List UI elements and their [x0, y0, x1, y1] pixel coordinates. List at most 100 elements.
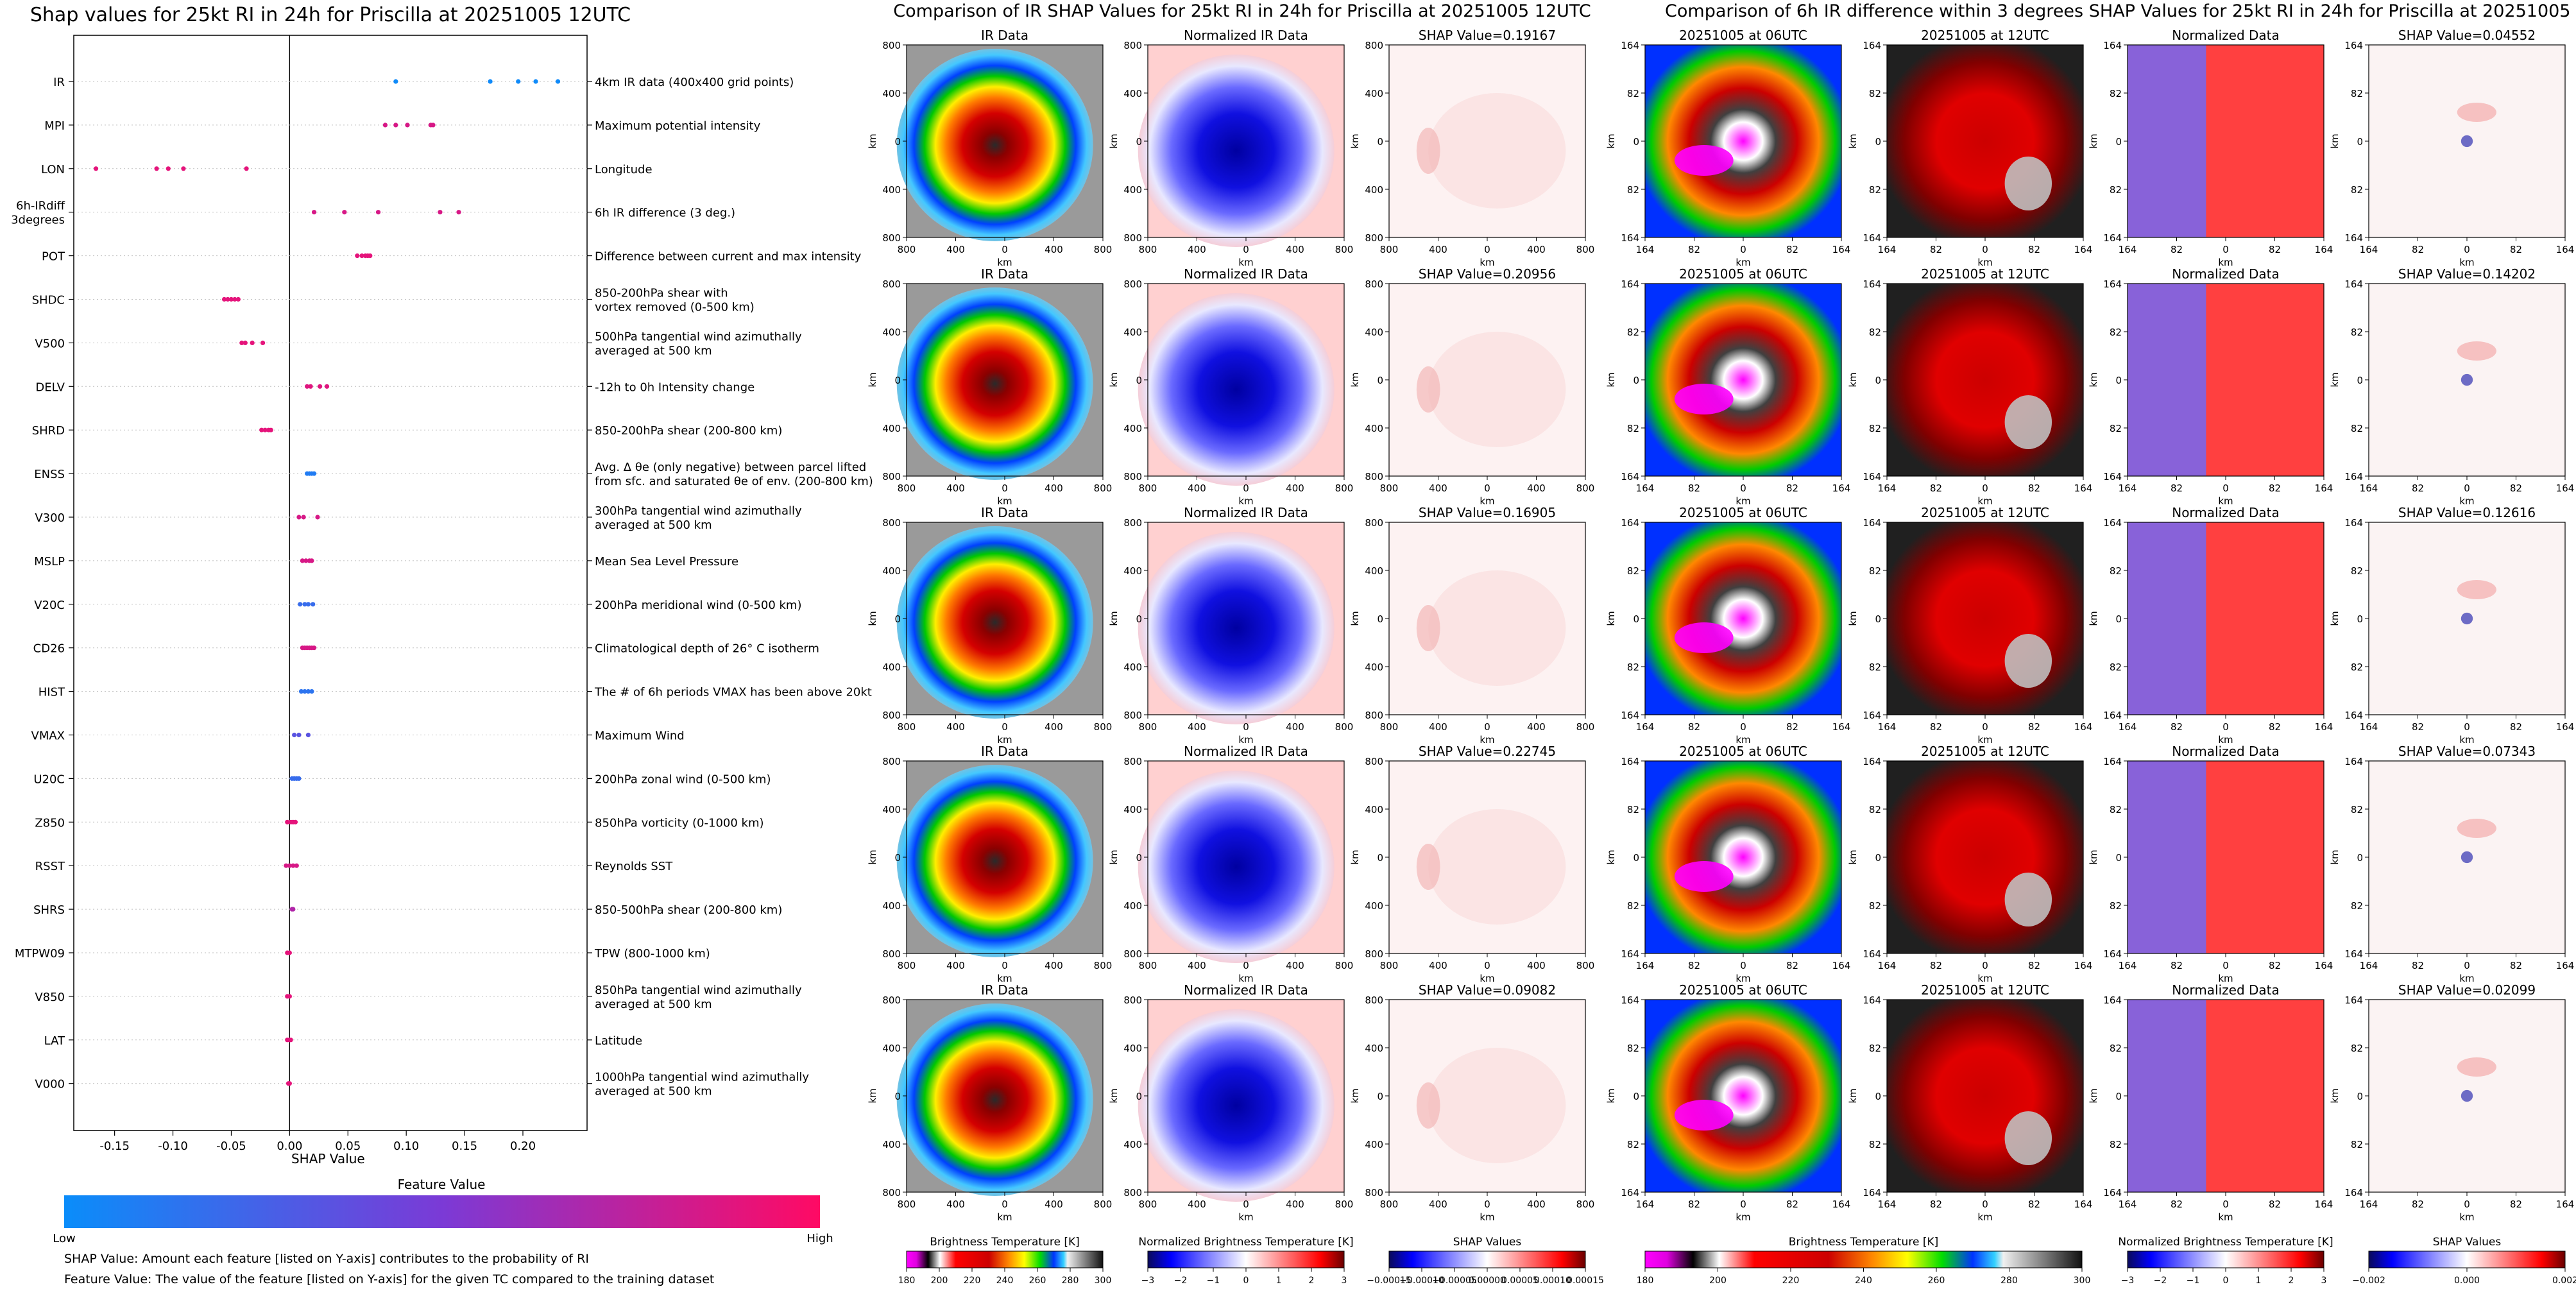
- colorbar-tick-label: 2: [1309, 1276, 1315, 1286]
- ytick-label: 164: [2344, 517, 2363, 529]
- shap-point: [300, 558, 305, 563]
- ytick-label: 400: [1365, 565, 1383, 577]
- ytick-label: 800: [1123, 948, 1142, 960]
- ytick-label: 164: [1863, 1187, 1881, 1199]
- feature-label: ENSS: [34, 468, 65, 481]
- shap-point: [235, 296, 241, 302]
- ytick-label: 164: [2344, 278, 2363, 290]
- xtick-label: 164: [1878, 1199, 1897, 1210]
- ytick-label: 82: [1627, 423, 1639, 434]
- xtick-label: 164: [2315, 960, 2333, 971]
- shap-point: [298, 602, 303, 607]
- xtick-label: 400: [946, 244, 965, 255]
- feature-label: HIST: [38, 686, 65, 699]
- xtick-label: 164: [1878, 482, 1897, 494]
- ytick-label: 0: [1875, 613, 1881, 625]
- feature-description: -12h to 0h Intensity change: [595, 380, 755, 394]
- xtick-label: 800: [1576, 721, 1595, 733]
- y-axis-label: km: [1847, 372, 1859, 387]
- shap-point: [285, 819, 290, 824]
- xtick-label: 0: [2222, 960, 2229, 971]
- ytick-label: 0: [1377, 613, 1383, 625]
- xtick-label: 0: [1484, 1199, 1490, 1210]
- xtick-label: 800: [1576, 482, 1595, 494]
- shap-point: [516, 79, 521, 84]
- feature-description: Maximum potential intensity: [595, 119, 761, 133]
- xtick-label: 82: [1688, 244, 1700, 255]
- shap-value-title: SHAP Value=0.16905: [1419, 505, 1556, 520]
- y-axis-label: km: [1605, 611, 1617, 626]
- ytick-label: 82: [2110, 900, 2122, 912]
- ytick-label: 800: [1365, 710, 1383, 721]
- ytick-label: 82: [2351, 88, 2363, 99]
- xtick-label: 82: [2028, 482, 2040, 494]
- shap-point: [154, 166, 159, 171]
- cold-side: [2128, 284, 2206, 476]
- xtick-label: 82: [1786, 721, 1798, 733]
- xtick-label: 800: [1094, 1199, 1113, 1210]
- xtick-label: 0: [1982, 244, 1988, 255]
- ytick-label: 82: [2351, 804, 2363, 815]
- colorbar-tick-label: −2: [2154, 1276, 2167, 1286]
- xtick-label: 800: [1094, 244, 1113, 255]
- shap-point: [382, 123, 388, 128]
- shap-blob: [2461, 373, 2473, 386]
- ytick-label: 164: [2103, 278, 2122, 290]
- xtick-label: 800: [1380, 1199, 1399, 1210]
- subplot-title: 20251005 at 06UTC: [1679, 505, 1807, 520]
- shap-point: [239, 340, 244, 346]
- colorbar-tick-label: 3: [2321, 1276, 2327, 1286]
- diff-ir-colorbar: [1644, 1251, 2083, 1268]
- xtick-label: 0: [1982, 960, 1988, 971]
- xtick-label: 800: [1380, 482, 1399, 494]
- xtick-label: 400: [1286, 482, 1304, 494]
- subplot-title: 20251005 at 12UTC: [1921, 744, 2049, 759]
- shap-point: [305, 602, 311, 607]
- ytick-label: 0: [1875, 852, 1881, 864]
- ytick-label: 0: [1875, 136, 1881, 148]
- storm-cloud: [1138, 55, 1335, 247]
- ytick-label: 164: [2344, 232, 2363, 244]
- xtick-label: 400: [1429, 1199, 1447, 1210]
- xtick-label: 82: [1688, 482, 1700, 494]
- ytick-label: 82: [2110, 662, 2122, 673]
- colorbar-tick-label: 0: [2223, 1276, 2229, 1286]
- shap-point: [260, 340, 266, 346]
- shap-blob: [1416, 128, 1440, 174]
- xtick-label: 0: [2464, 960, 2470, 971]
- xtick-label: 800: [1139, 482, 1157, 494]
- xtick-label: 164: [1878, 960, 1897, 971]
- colorbar-tick-label: −3: [2121, 1276, 2135, 1286]
- xtick-label: 82: [2028, 960, 2040, 971]
- colorbar-tick-label: 0.00005: [1501, 1276, 1539, 1286]
- feature-label: SHRD: [32, 424, 65, 438]
- subplot-title: IR Data: [981, 28, 1028, 43]
- y-axis-label: km: [1349, 372, 1361, 387]
- diff-normalized-colorbar: [2127, 1251, 2324, 1268]
- ytick-label: 164: [2344, 948, 2363, 960]
- xtick-label: 164: [2074, 721, 2093, 733]
- ytick-label: 82: [2110, 565, 2122, 577]
- subplot-title: 20251005 at 12UTC: [1921, 505, 2049, 520]
- xtick-label: 0: [1484, 482, 1490, 494]
- subplot-title: Normalized IR Data: [1184, 505, 1308, 520]
- shap-blob: [1416, 844, 1440, 890]
- xtick-label: 82: [2269, 1199, 2281, 1210]
- shap-point: [287, 863, 292, 868]
- xtick-label: 800: [1094, 960, 1113, 971]
- ytick-label: 82: [2351, 900, 2363, 912]
- xtick-label: 0.20: [510, 1140, 536, 1153]
- xtick-label: 82: [1786, 1199, 1798, 1210]
- xtick-label: 800: [1335, 244, 1354, 255]
- x-axis-label: km: [1736, 257, 1750, 268]
- subplot-title: IR Data: [981, 982, 1028, 998]
- y-axis-label: km: [1108, 849, 1120, 864]
- shap-point: [262, 427, 268, 432]
- xtick-label: 82: [2269, 721, 2281, 733]
- xtick-label: 800: [1576, 244, 1595, 255]
- shap-blob: [2457, 103, 2496, 122]
- xtick-label: 0: [1002, 721, 1008, 733]
- y-axis-label: km: [867, 372, 878, 387]
- ytick-label: 82: [2351, 184, 2363, 196]
- subplot-title: 20251005 at 12UTC: [1921, 982, 2049, 998]
